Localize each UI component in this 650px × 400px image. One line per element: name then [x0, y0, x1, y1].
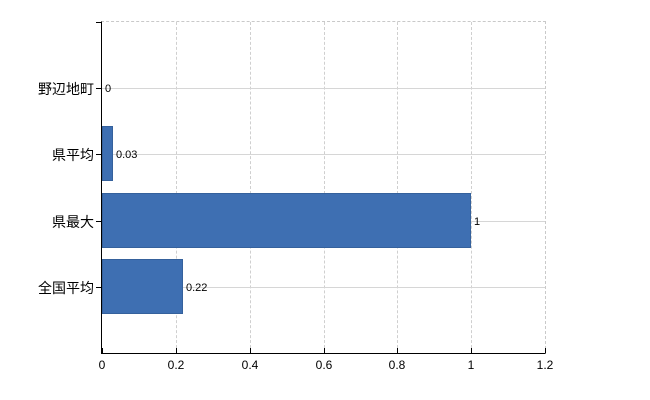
x-tick-label: 0 [98, 358, 106, 372]
y-axis-tick [96, 287, 102, 288]
bar-value-label: 0 [105, 83, 112, 95]
y-axis-tick [96, 22, 102, 23]
category-label: 県最大 [52, 214, 94, 230]
bar-value-label: 0.03 [116, 149, 138, 161]
x-tick-label: 0.4 [241, 358, 259, 372]
bar-value-label: 0.22 [186, 282, 208, 294]
category-label: 全国平均 [38, 280, 94, 296]
x-axis-tick [250, 348, 251, 353]
vertical-gridline [471, 22, 472, 353]
plot-area: 0 0.03 1 0.22 [96, 21, 546, 354]
horizontal-gridline [102, 88, 545, 89]
y-axis-tick [96, 221, 102, 222]
bar-value-label: 1 [474, 216, 481, 228]
bar [102, 126, 113, 181]
x-axis-tick [176, 348, 177, 353]
vertical-gridline [250, 22, 251, 353]
category-axis-labels: 野辺地町県平均県最大全国平均 [0, 0, 94, 400]
x-tick-label: 0.2 [167, 358, 185, 372]
category-label: 野辺地町 [38, 81, 94, 97]
y-axis-tick [96, 154, 102, 155]
x-tick-label: 1.2 [536, 358, 554, 372]
y-axis-tick [96, 88, 102, 89]
x-axis-tick [545, 348, 546, 353]
x-tick-label: 0.8 [388, 358, 406, 372]
x-tick-label: 0.6 [315, 358, 333, 372]
bar [102, 259, 183, 314]
x-axis-tick [102, 348, 103, 353]
vertical-gridline [397, 22, 398, 353]
vertical-gridline [176, 22, 177, 353]
x-tick-label: 1 [467, 358, 475, 372]
horizontal-gridline [102, 154, 545, 155]
x-axis-tick [471, 348, 472, 353]
bar [102, 193, 471, 248]
vertical-gridline [324, 22, 325, 353]
horizontal-gridline [102, 287, 545, 288]
x-axis-tick [324, 348, 325, 353]
x-axis-tick [397, 348, 398, 353]
category-label: 県平均 [52, 147, 94, 163]
